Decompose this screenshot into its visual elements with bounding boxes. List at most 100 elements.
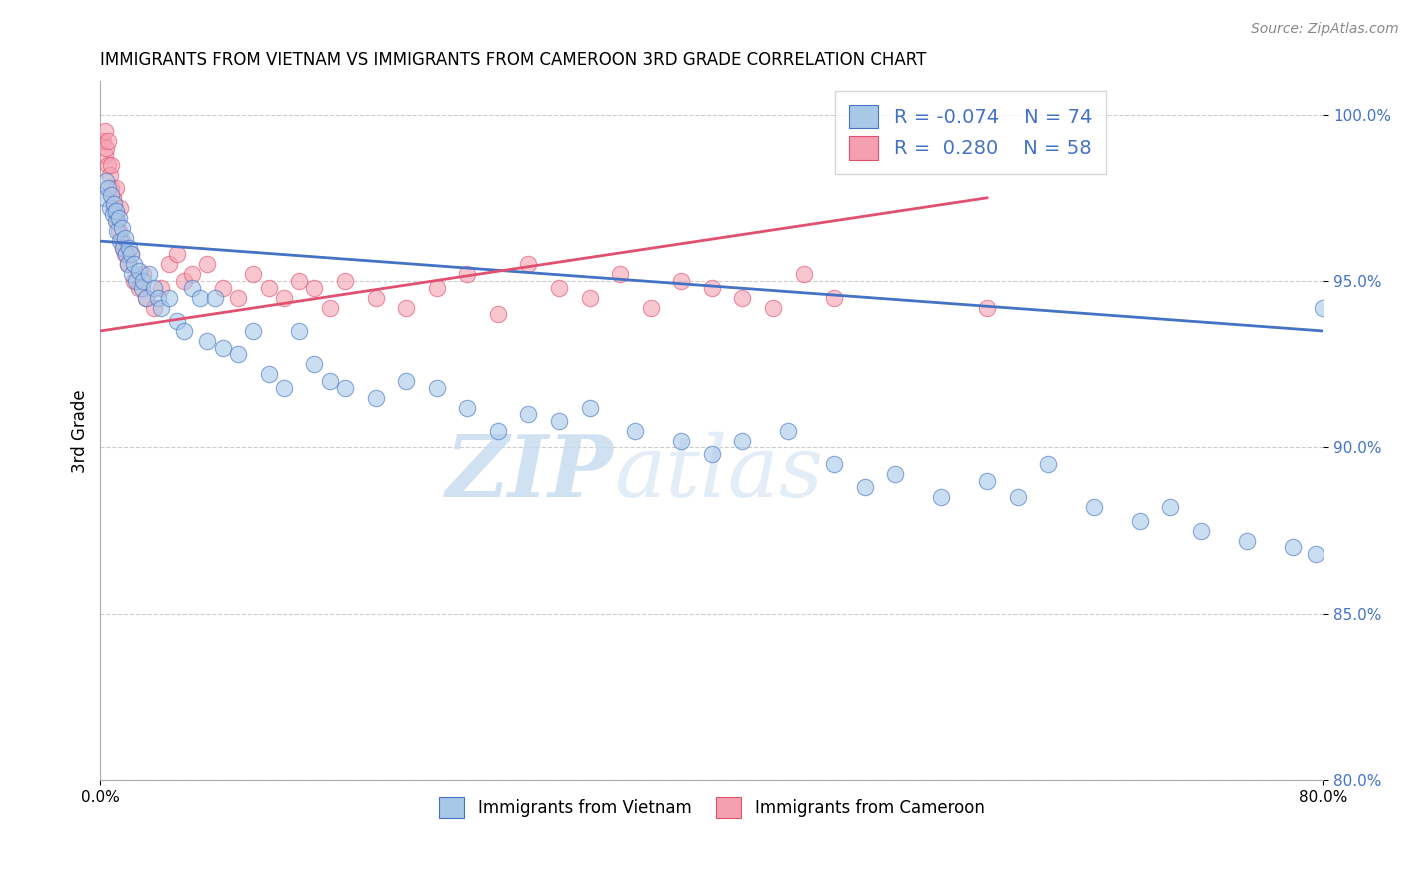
Point xyxy=(122,274,145,288)
Point xyxy=(104,214,127,228)
Point xyxy=(150,301,173,315)
Point xyxy=(273,291,295,305)
Point xyxy=(97,134,120,148)
Point xyxy=(823,291,845,305)
Point xyxy=(94,124,117,138)
Point xyxy=(778,424,800,438)
Point xyxy=(138,268,160,282)
Point xyxy=(609,268,631,282)
Point xyxy=(1305,547,1327,561)
Point xyxy=(456,401,478,415)
Point xyxy=(548,281,571,295)
Point xyxy=(731,434,754,448)
Point xyxy=(257,368,280,382)
Point xyxy=(823,457,845,471)
Point xyxy=(318,301,340,315)
Point xyxy=(110,201,132,215)
Point xyxy=(204,291,226,305)
Point xyxy=(128,281,150,295)
Point xyxy=(1007,491,1029,505)
Point xyxy=(762,301,785,315)
Point xyxy=(395,301,418,315)
Point xyxy=(624,424,647,438)
Point xyxy=(700,281,723,295)
Legend: Immigrants from Vietnam, Immigrants from Cameroon: Immigrants from Vietnam, Immigrants from… xyxy=(433,790,991,824)
Y-axis label: 3rd Grade: 3rd Grade xyxy=(72,389,89,473)
Point xyxy=(181,281,204,295)
Point xyxy=(1236,533,1258,548)
Point xyxy=(132,274,155,288)
Point xyxy=(157,257,180,271)
Point xyxy=(731,291,754,305)
Point xyxy=(103,197,125,211)
Point xyxy=(1281,541,1303,555)
Point xyxy=(173,324,195,338)
Text: ZIP: ZIP xyxy=(446,431,614,515)
Point xyxy=(103,201,125,215)
Point xyxy=(242,324,264,338)
Point xyxy=(98,168,121,182)
Point xyxy=(94,147,117,161)
Point xyxy=(188,291,211,305)
Point xyxy=(671,434,693,448)
Point xyxy=(364,391,387,405)
Point xyxy=(100,187,122,202)
Point xyxy=(105,224,128,238)
Point xyxy=(1083,500,1105,515)
Point xyxy=(118,241,141,255)
Point xyxy=(211,341,233,355)
Point xyxy=(426,380,449,394)
Point xyxy=(132,268,155,282)
Point xyxy=(105,214,128,228)
Point xyxy=(93,134,115,148)
Point xyxy=(333,380,356,394)
Point xyxy=(426,281,449,295)
Point xyxy=(226,291,249,305)
Point xyxy=(395,374,418,388)
Point xyxy=(671,274,693,288)
Point xyxy=(131,281,153,295)
Point xyxy=(128,264,150,278)
Point xyxy=(100,181,122,195)
Point xyxy=(111,220,134,235)
Point xyxy=(114,231,136,245)
Point xyxy=(107,224,129,238)
Point xyxy=(884,467,907,481)
Point xyxy=(142,281,165,295)
Text: Source: ZipAtlas.com: Source: ZipAtlas.com xyxy=(1251,22,1399,37)
Point xyxy=(486,424,509,438)
Point xyxy=(104,204,127,219)
Point xyxy=(318,374,340,388)
Point xyxy=(486,307,509,321)
Point xyxy=(364,291,387,305)
Point xyxy=(517,407,540,421)
Point xyxy=(135,291,157,305)
Point xyxy=(166,314,188,328)
Point xyxy=(257,281,280,295)
Point xyxy=(793,268,815,282)
Point xyxy=(135,291,157,305)
Point xyxy=(242,268,264,282)
Point xyxy=(101,207,124,221)
Point xyxy=(578,291,600,305)
Point xyxy=(226,347,249,361)
Point xyxy=(142,301,165,315)
Point xyxy=(122,257,145,271)
Point xyxy=(112,241,135,255)
Point xyxy=(148,291,170,305)
Point xyxy=(304,281,326,295)
Point xyxy=(700,447,723,461)
Point xyxy=(96,174,118,188)
Point xyxy=(1189,524,1212,538)
Point xyxy=(640,301,662,315)
Text: atlas: atlas xyxy=(614,432,823,514)
Point xyxy=(101,191,124,205)
Point xyxy=(1129,514,1152,528)
Point xyxy=(120,247,142,261)
Point xyxy=(94,191,117,205)
Point xyxy=(98,201,121,215)
Text: IMMIGRANTS FROM VIETNAM VS IMMIGRANTS FROM CAMEROON 3RD GRADE CORRELATION CHART: IMMIGRANTS FROM VIETNAM VS IMMIGRANTS FR… xyxy=(100,51,927,69)
Point xyxy=(578,401,600,415)
Point xyxy=(114,247,136,261)
Point xyxy=(117,257,139,271)
